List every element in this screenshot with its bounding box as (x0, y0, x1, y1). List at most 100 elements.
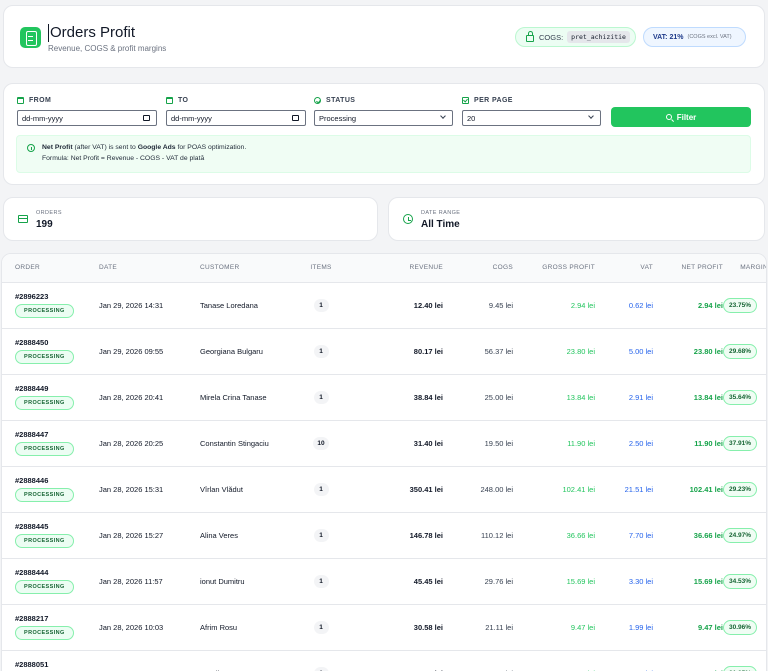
vat-cell: 0.62 lei (628, 300, 653, 310)
calendar-icon (166, 97, 173, 104)
col-net-profit[interactable]: NET PROFIT (681, 264, 723, 272)
table-row[interactable]: #2888444 PROCESSING Jan 28, 2026 11:57 i… (2, 558, 766, 604)
vat-cell: 3.30 lei (628, 576, 653, 586)
vat-cell: 1.99 lei (628, 622, 653, 632)
order-id[interactable]: #2888449 (15, 384, 49, 393)
vat-label: VAT: 21% (653, 33, 684, 41)
col-cogs[interactable]: COGS (492, 264, 513, 272)
status-select[interactable]: Processing (314, 110, 453, 126)
date-cell: Jan 28, 2026 09:47 (99, 650, 200, 671)
margin-cell: 23.75% (723, 282, 766, 328)
calendar-picker-icon[interactable] (292, 115, 299, 121)
table-row[interactable]: #2888446 PROCESSING Jan 28, 2026 15:31 V… (2, 466, 766, 512)
date-cell: Jan 29, 2026 14:31 (99, 300, 164, 310)
date-range-value: All Time (421, 219, 460, 230)
calendar-picker-icon[interactable] (143, 115, 150, 121)
col-gross-profit[interactable]: GROSS PROFIT (542, 264, 595, 272)
order-id[interactable]: #2888446 (15, 476, 49, 485)
customer-cell: Afrim Rosu (200, 622, 238, 632)
col-revenue[interactable]: REVENUE (409, 264, 443, 272)
margin-badge: 35.64% (723, 389, 758, 405)
date-cell: Jan 28, 2026 20:41 (99, 392, 164, 402)
order-id[interactable]: #2888051 (15, 660, 49, 669)
items-badge: 1 (313, 666, 329, 671)
margin-badge: 29.23% (723, 481, 758, 497)
orders-icon (18, 215, 28, 223)
order-cell: #2888217 PROCESSING (2, 604, 99, 650)
net-profit-cell: 13.84 lei (693, 392, 723, 402)
table-row[interactable]: #2888445 PROCESSING Jan 28, 2026 15:27 A… (2, 512, 766, 558)
order-id[interactable]: #2888447 (15, 430, 49, 439)
table-row[interactable]: #2896223 PROCESSING Jan 29, 2026 14:31 T… (2, 282, 766, 328)
items-badge: 1 (313, 298, 329, 312)
net-profit-cell: 2.94 lei (697, 300, 723, 310)
table-row[interactable]: #2888051 PROCESSING Jan 28, 2026 09:47 S… (2, 650, 766, 671)
status-badge: PROCESSING (15, 396, 74, 410)
margin-cell: 30.96% (723, 604, 766, 650)
date-range-stat-card: DATE RANGE All Time (388, 197, 765, 241)
vat-cell: 1.48 lei (595, 650, 653, 671)
order-id[interactable]: #2896223 (15, 292, 49, 301)
order-id[interactable]: #2888450 (15, 338, 49, 347)
table-row[interactable]: #2888217 PROCESSING Jan 28, 2026 10:03 A… (2, 604, 766, 650)
col-date[interactable]: DATE (99, 264, 118, 272)
col-margin[interactable]: MARGIN (740, 264, 767, 272)
order-id[interactable]: #2888444 (15, 568, 49, 577)
margin-cell: 34.53% (723, 558, 766, 604)
gross-profit-cell: 9.47 lei (570, 622, 595, 632)
customer-cell: Constantin Stingaciu (200, 438, 269, 448)
info-formula: Formula: Net Profit = Revenue - COGS - V… (42, 155, 205, 162)
revenue-cell: 12.40 lei (413, 300, 443, 310)
cogs-cell: 29.76 lei (484, 576, 513, 586)
margin-badge: 21.35% (723, 665, 758, 671)
customer-cell: Georgiana Bulgaru (200, 346, 263, 356)
vat-cell: 21.51 lei (624, 484, 653, 494)
vat-cell: 7.70 lei (628, 530, 653, 540)
order-cell: #2888449 PROCESSING (2, 374, 99, 420)
table-row[interactable]: #2888449 PROCESSING Jan 28, 2026 20:41 M… (2, 374, 766, 420)
cogs-cell: 21.11 lei (485, 622, 513, 632)
check-square-icon (462, 97, 469, 104)
margin-badge: 29.68% (723, 343, 758, 359)
items-badge: 1 (313, 528, 329, 542)
gross-profit-cell: 23.80 lei (566, 346, 595, 356)
net-profit-cell: 36.66 lei (693, 530, 723, 540)
table-row[interactable]: #2888447 PROCESSING Jan 28, 2026 20:25 C… (2, 420, 766, 466)
col-customer[interactable]: CUSTOMER (200, 264, 240, 272)
net-profit-cell: 9.47 lei (697, 622, 723, 632)
date-range-label: DATE RANGE (421, 210, 461, 216)
revenue-cell: 31.40 lei (413, 438, 443, 448)
col-items[interactable]: ITEMS (310, 264, 332, 272)
margin-cell: 35.64% (723, 374, 766, 420)
table-row[interactable]: #2888450 PROCESSING Jan 29, 2026 09:55 G… (2, 328, 766, 374)
from-date-input[interactable]: dd-mm-yyyy (17, 110, 157, 126)
customer-cell: Sandica Drosu (200, 650, 300, 671)
gross-profit-cell: 11.90 lei (567, 438, 595, 448)
items-cell: 1 (300, 282, 342, 328)
status-badge: PROCESSING (15, 626, 74, 640)
items-cell: 1 (300, 328, 342, 374)
info-icon (27, 144, 35, 152)
net-profit-cell: 11.90 lei (694, 438, 723, 448)
order-cell: #2888446 PROCESSING (2, 466, 99, 512)
cogs-cell: 110.12 lei (481, 530, 513, 540)
revenue-cell: 30.58 lei (413, 622, 443, 632)
order-id[interactable]: #2888217 (15, 614, 49, 623)
margin-badge: 34.53% (723, 573, 758, 589)
check-circle-icon (314, 97, 321, 104)
date-cell: Jan 28, 2026 10:03 (99, 622, 164, 632)
search-icon (665, 114, 672, 120)
items-badge: 1 (313, 482, 329, 496)
page-header: Orders Profit Revenue, COGS & profit mar… (3, 5, 765, 68)
per-page-select[interactable]: 20 (462, 110, 601, 126)
lock-icon (526, 30, 534, 42)
col-vat[interactable]: VAT (640, 264, 653, 272)
order-id[interactable]: #2888445 (15, 522, 49, 531)
items-cell: 1 (300, 374, 342, 420)
col-order[interactable]: ORDER (15, 264, 40, 272)
to-date-input[interactable]: dd-mm-yyyy (166, 110, 306, 126)
items-cell: 1 (300, 466, 342, 512)
date-cell: Jan 28, 2026 20:25 (99, 438, 164, 448)
filter-button[interactable]: Filter (611, 107, 751, 127)
gross-profit-cell: 7.06 lei (513, 650, 595, 671)
